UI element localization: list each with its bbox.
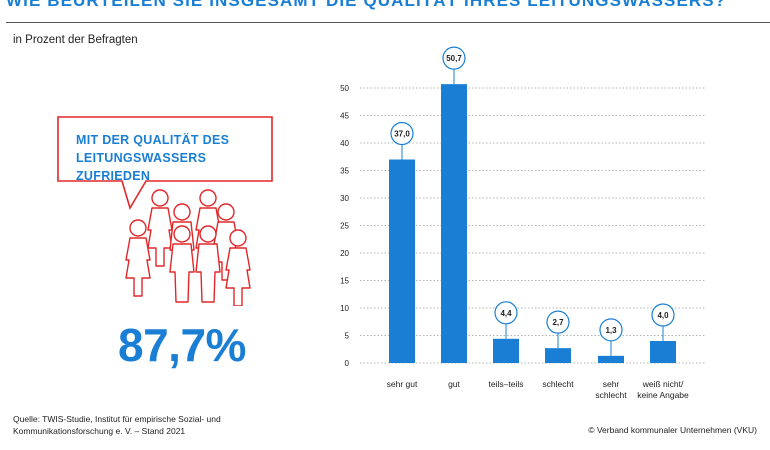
source-line-1: Quelle: TWIS-Studie, Institut für empiri…: [13, 414, 221, 424]
bar: [389, 159, 415, 363]
source-note: Quelle: TWIS-Studie, Institut für empiri…: [13, 413, 313, 437]
person-head: [199, 225, 217, 243]
value-bubble: [546, 310, 570, 334]
person-head: [229, 229, 247, 247]
satisfaction-percentage: 87,7%: [118, 319, 246, 371]
category-label: gut: [448, 379, 460, 389]
y-tick-label: 5: [345, 332, 350, 341]
value-label: 2,7: [552, 318, 564, 327]
value-bubble: [651, 303, 675, 327]
value-bubble: [390, 121, 414, 146]
category-label: sehr: [603, 379, 620, 389]
title-divider: [6, 22, 770, 23]
satisfaction-callout-text: MIT DER QUALITÄT DES LEITUNGSWASSERS ZUF…: [76, 131, 266, 185]
value-bubble: [442, 46, 466, 70]
category-label: schlecht: [542, 379, 574, 389]
copyright-note: © Verband kommunaler Unternehmen (VKU): [588, 425, 757, 435]
y-tick-label: 35: [340, 167, 349, 176]
value-bubble: [494, 301, 518, 325]
person-body: [225, 247, 251, 306]
speech-bubble-icon: [57, 116, 273, 210]
person-group-icon: [125, 189, 251, 306]
category-label: keine Angabe: [637, 390, 689, 400]
person-body: [125, 237, 151, 297]
person-head: [199, 189, 217, 207]
person-head: [173, 203, 191, 221]
callout-line-2: LEITUNGSWASSERS ZUFRIEDEN: [76, 151, 207, 183]
callout-line-1: MIT DER QUALITÄT DES: [76, 133, 230, 147]
bar: [598, 355, 624, 363]
person-head: [173, 225, 191, 243]
bar: [441, 84, 467, 364]
y-tick-label: 30: [340, 194, 349, 203]
bar: [493, 338, 519, 363]
value-label: 4,0: [657, 311, 669, 320]
chart-subtitle: in Prozent der Befragten: [13, 34, 138, 46]
person-body: [195, 243, 221, 303]
y-tick-label: 45: [340, 112, 349, 121]
value-bubble: [599, 318, 623, 342]
y-tick-label: 20: [340, 249, 349, 258]
y-tick-label: 40: [340, 139, 349, 148]
source-line-2: Kommunikationsforschung e. V. – Stand 20…: [13, 426, 186, 436]
value-label: 1,3: [605, 326, 617, 335]
bar: [650, 341, 676, 363]
y-tick-label: 10: [340, 304, 349, 313]
category-label: sehr gut: [387, 379, 418, 389]
y-tick-label: 0: [345, 359, 350, 368]
category-label: teils–teils: [489, 379, 524, 389]
y-tick-label: 15: [340, 277, 349, 286]
y-tick-label: 25: [340, 222, 349, 231]
value-label: 50,7: [446, 54, 462, 63]
bar: [545, 348, 571, 363]
value-label: 37,0: [394, 130, 410, 139]
person-head: [217, 203, 235, 221]
y-tick-label: 50: [340, 84, 349, 93]
category-label: schlecht: [595, 390, 627, 400]
category-label: weiß nicht/: [642, 379, 684, 389]
person-head: [151, 189, 169, 207]
person-head: [129, 219, 147, 237]
value-label: 4,4: [500, 309, 512, 318]
chart-title: WIE BEURTEILEN SIE INSGESAMT DIE QUALITÄ…: [6, 0, 727, 10]
person-body: [169, 243, 195, 303]
